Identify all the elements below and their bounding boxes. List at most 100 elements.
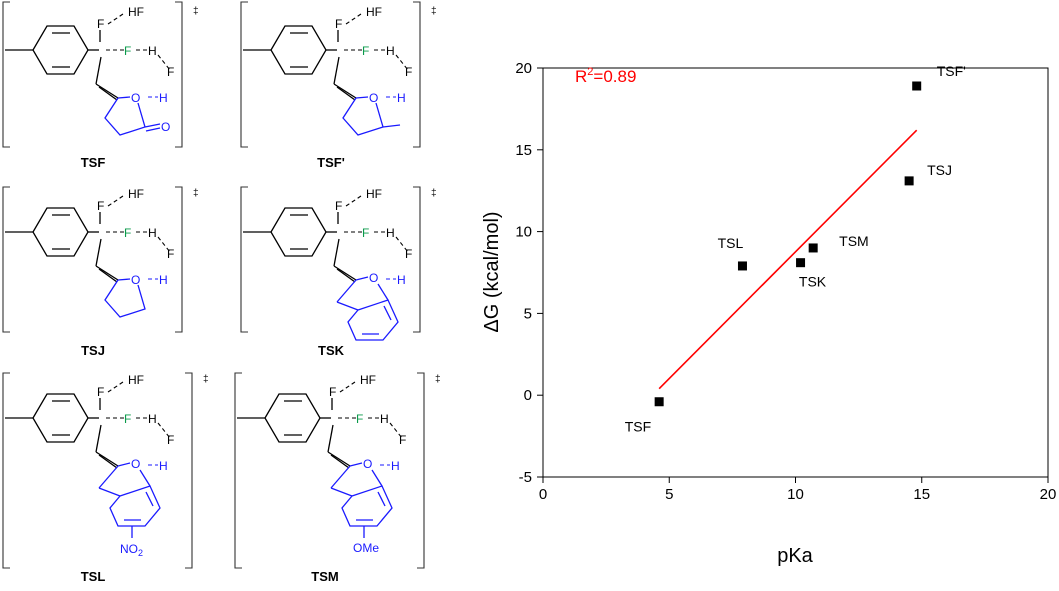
y-axis-label: ΔG (kcal/mol) bbox=[481, 211, 503, 332]
atom-ome: OMe bbox=[353, 541, 379, 555]
atom-f: F bbox=[97, 385, 104, 399]
structure-tsf-prime: F HF F H F O H ‡ TSF' bbox=[240, 1, 437, 170]
atom-f: F bbox=[405, 247, 412, 261]
label-tsj: TSJ bbox=[81, 343, 105, 358]
data-point bbox=[654, 397, 664, 407]
atom-f: F bbox=[97, 17, 104, 31]
atom-h: H bbox=[148, 226, 157, 240]
atom-f: F bbox=[399, 433, 406, 447]
label-tsl: TSL bbox=[81, 569, 106, 584]
atom-f: F bbox=[405, 65, 412, 79]
data-point-label: TSF' bbox=[937, 63, 966, 79]
atom-f-green: F bbox=[124, 226, 131, 240]
atom-f-green: F bbox=[362, 226, 369, 240]
atom-o: O bbox=[369, 91, 378, 105]
atom-no2: NO2 bbox=[120, 542, 143, 558]
y-tick-label: 15 bbox=[515, 142, 532, 159]
structure-tsj: F HF F H F O H ‡ TSJ bbox=[2, 186, 199, 358]
plot-frame bbox=[542, 67, 1049, 478]
atom-h-blue: H bbox=[397, 273, 406, 287]
atom-o: O bbox=[131, 91, 140, 105]
x-tick-label: 0 bbox=[539, 486, 547, 503]
atom-f-green: F bbox=[356, 412, 363, 426]
data-point-label: TSF bbox=[625, 419, 651, 435]
label-tsk: TSK bbox=[318, 343, 345, 358]
y-axis-ticks: -5 0 5 10 15 20 bbox=[515, 60, 543, 486]
data-point-label: TSK bbox=[799, 274, 827, 290]
structure-tsm: F HF F H F O H OMe ‡ TSM bbox=[234, 372, 441, 584]
atom-no: NO bbox=[120, 542, 138, 556]
x-tick-label: 10 bbox=[787, 486, 804, 503]
data-point bbox=[904, 176, 914, 186]
atom-f-green: F bbox=[124, 412, 131, 426]
dagger-symbol: ‡ bbox=[193, 6, 199, 17]
r-squared-value: =0.89 bbox=[593, 67, 636, 86]
atom-hf: HF bbox=[360, 373, 376, 387]
atom-h: H bbox=[380, 412, 389, 426]
atom-f: F bbox=[335, 17, 342, 31]
atom-h: H bbox=[148, 44, 157, 58]
label-tsm: TSM bbox=[311, 569, 338, 584]
fit-line-group bbox=[658, 129, 918, 390]
structure-tsf: O F HF F H F O H ‡ TSF bbox=[2, 1, 199, 170]
atom-h-blue: H bbox=[159, 459, 168, 473]
structure-panel: O F HF F H F O H ‡ TSF F HF F H F O H ‡ … bbox=[0, 0, 470, 586]
x-tick-label: 20 bbox=[1040, 486, 1057, 503]
dagger-symbol: ‡ bbox=[435, 374, 441, 385]
atom-o: O bbox=[131, 273, 140, 287]
label-tsf: TSF bbox=[81, 155, 106, 170]
r-squared-prefix: R bbox=[575, 67, 587, 86]
scatter-plot: 0 5 10 15 20 -5 0 5 10 15 20 TSF TSL TSK TSM TSJ TSF' … bbox=[470, 0, 1059, 586]
structure-tsk: F HF F H F O H ‡ TSK bbox=[240, 186, 437, 358]
dagger-symbol: ‡ bbox=[203, 374, 209, 385]
atom-h-blue: H bbox=[159, 91, 168, 105]
fit-line bbox=[658, 129, 918, 390]
y-tick-label: -5 bbox=[519, 469, 532, 486]
x-axis-ticks: 0 5 10 15 20 bbox=[539, 477, 1057, 503]
data-point-label: TSL bbox=[718, 235, 744, 251]
atom-hf: HF bbox=[366, 5, 382, 19]
atom-f: F bbox=[167, 65, 174, 79]
atom-f-green: F bbox=[362, 44, 369, 58]
atom-f: F bbox=[97, 199, 104, 213]
atom-f: F bbox=[167, 247, 174, 261]
y-tick-label: 5 bbox=[524, 305, 532, 322]
x-tick-label: 15 bbox=[913, 486, 930, 503]
atom-h: H bbox=[386, 44, 395, 58]
data-points-group: TSF TSL TSK TSM TSJ TSF' bbox=[625, 63, 966, 435]
atom-h-blue: H bbox=[397, 91, 406, 105]
dagger-symbol: ‡ bbox=[431, 188, 437, 199]
structure-tsl: F HF F H F O H NO2 ‡ TSL bbox=[2, 372, 209, 584]
atom-hf: HF bbox=[128, 187, 144, 201]
data-point-label: TSM bbox=[839, 233, 869, 249]
data-point bbox=[796, 258, 806, 268]
atom-o: O bbox=[369, 271, 378, 285]
atom-h-blue: H bbox=[159, 273, 168, 287]
y-tick-label: 0 bbox=[524, 387, 532, 404]
atom-o-carbonyl: O bbox=[161, 120, 170, 134]
atom-hf: HF bbox=[128, 373, 144, 387]
atom-f: F bbox=[335, 199, 342, 213]
atom-h: H bbox=[148, 412, 157, 426]
data-point bbox=[912, 81, 922, 91]
atom-f: F bbox=[329, 385, 336, 399]
atom-f-green: F bbox=[124, 44, 131, 58]
data-point bbox=[808, 243, 818, 253]
data-point-label: TSJ bbox=[927, 162, 952, 178]
y-tick-label: 10 bbox=[515, 224, 532, 241]
label-tsf-prime: TSF' bbox=[317, 155, 345, 170]
dagger-symbol: ‡ bbox=[193, 188, 199, 199]
atom-f: F bbox=[167, 433, 174, 447]
atom-hf: HF bbox=[366, 187, 382, 201]
r-squared-annotation: R2=0.89 bbox=[575, 66, 636, 86]
atom-o: O bbox=[131, 457, 140, 471]
x-axis-label: pKa bbox=[777, 545, 813, 567]
x-tick-label: 5 bbox=[665, 486, 673, 503]
atom-o: O bbox=[363, 457, 372, 471]
atom-h: H bbox=[386, 226, 395, 240]
dagger-symbol: ‡ bbox=[431, 6, 437, 17]
atom-h-blue: H bbox=[391, 459, 400, 473]
r-squared-sup: 2 bbox=[587, 66, 593, 78]
atom-hf: HF bbox=[128, 5, 144, 19]
